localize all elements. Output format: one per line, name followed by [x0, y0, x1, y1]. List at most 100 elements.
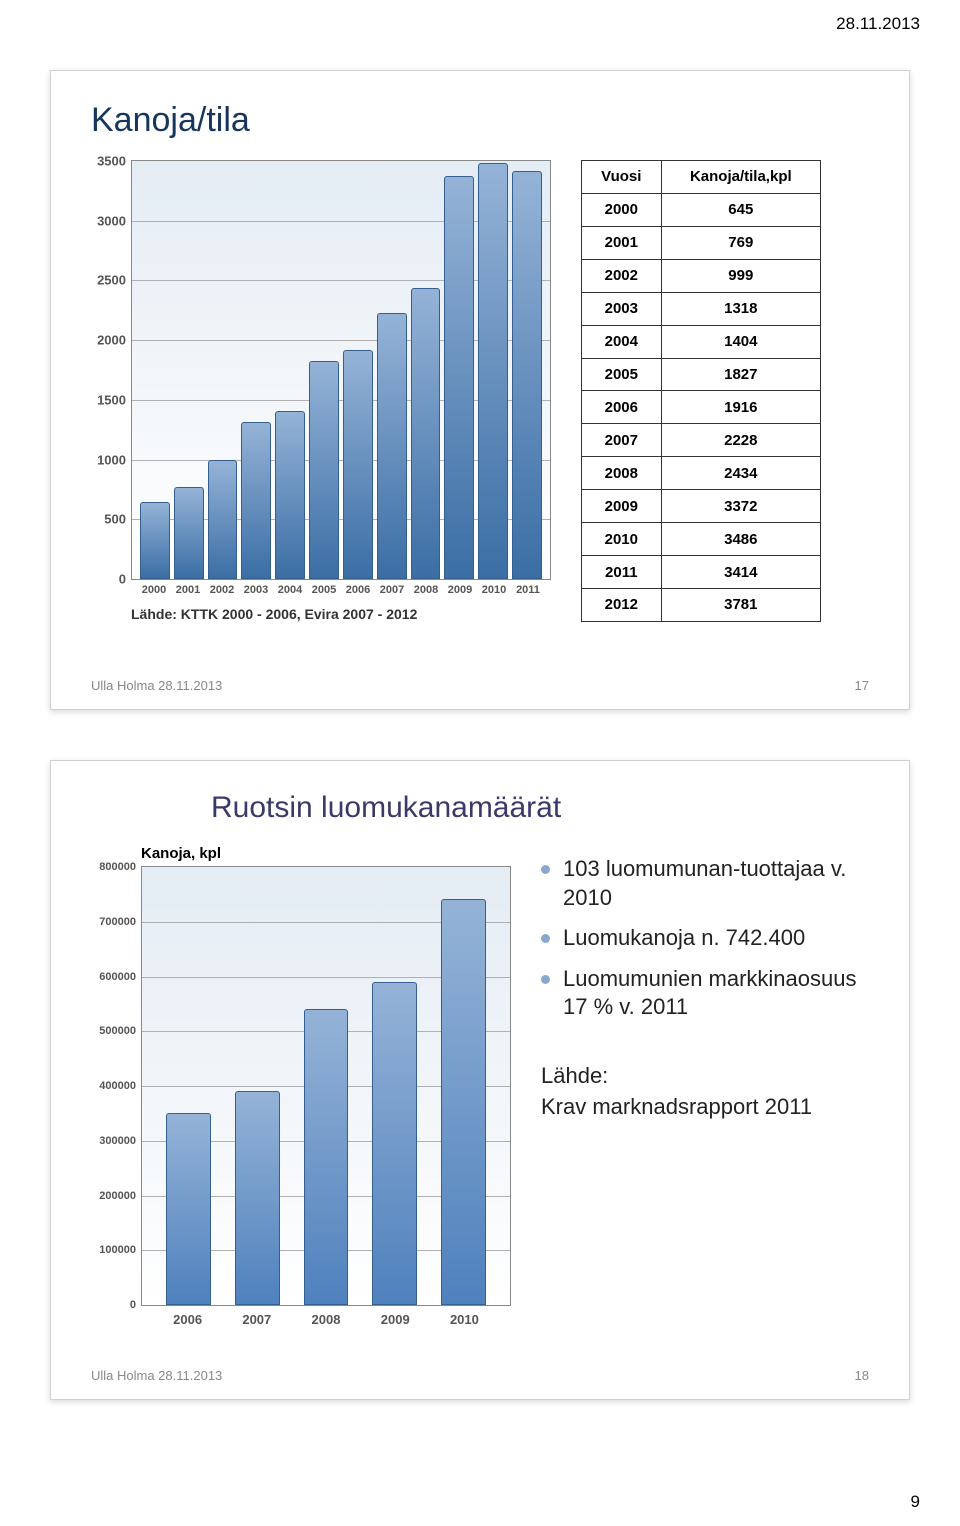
table-row: 20041404	[582, 325, 821, 358]
table-cell: 2004	[582, 325, 662, 358]
chart1-bar	[241, 422, 271, 579]
chart2-ylabel: 200000	[99, 1190, 136, 1202]
chart1-ylabel: 500	[104, 512, 126, 527]
chart2-ylabel: 400000	[99, 1080, 136, 1092]
bullet-item: Luomumunien markkinaosuus 17 % v. 2011	[541, 965, 869, 1022]
chart1-bar	[444, 176, 474, 579]
source-line: Krav marknadsrapport 2011	[541, 1093, 869, 1122]
chart1-bar	[174, 487, 204, 579]
table-row: 20061916	[582, 391, 821, 424]
chart2-xlabel: 2007	[228, 1312, 285, 1327]
data-table: VuosiKanoja/tila,kpl20006452001769200299…	[581, 160, 821, 622]
chart1-source: Lähde: KTTK 2000 - 2006, Evira 2007 - 20…	[131, 606, 551, 622]
table-cell: 2011	[582, 556, 662, 589]
chart1-bar	[343, 350, 373, 579]
table-cell: 3414	[661, 556, 820, 589]
slide1-title: Kanoja/tila	[91, 101, 869, 140]
table-cell: 1318	[661, 292, 820, 325]
chart2-ylabel: 700000	[99, 916, 136, 928]
chart1-ylabel: 1000	[97, 452, 126, 467]
chart1-bar	[309, 361, 339, 579]
chart2-bar	[235, 1091, 280, 1305]
table-row: 20123781	[582, 588, 821, 621]
table-cell: 3781	[661, 588, 820, 621]
chart1-ylabel: 2000	[97, 333, 126, 348]
table-row: 20031318	[582, 292, 821, 325]
table-cell: 1827	[661, 358, 820, 391]
slide-2: Ruotsin luomukanamäärät Kanoja, kpl 0100…	[50, 760, 910, 1400]
chart1-bar	[275, 411, 305, 579]
chart2-xlabel: 2008	[297, 1312, 354, 1327]
chart1-ylabel: 1500	[97, 392, 126, 407]
slide2-title: Ruotsin luomukanamäärät	[211, 791, 869, 825]
bullet-item: Luomukanoja n. 742.400	[541, 924, 869, 953]
chart1-bar	[377, 313, 407, 579]
table-cell: 2009	[582, 490, 662, 523]
chart2-bar	[441, 899, 486, 1305]
chart2-ylabel: 500000	[99, 1025, 136, 1037]
chart1-ylabel: 0	[119, 572, 126, 587]
chart1-bar	[478, 163, 508, 579]
table-header: Vuosi	[582, 161, 662, 194]
chart1-bar	[208, 460, 238, 579]
table-cell: 3372	[661, 490, 820, 523]
table-cell: 2228	[661, 424, 820, 457]
chart2-xlabel: 2009	[367, 1312, 424, 1327]
table-row: 20051827	[582, 358, 821, 391]
table-cell: 769	[661, 226, 820, 259]
table-cell: 2007	[582, 424, 662, 457]
chart1-ylabel: 3000	[97, 213, 126, 228]
chart1-bar	[140, 502, 170, 579]
chart2-bar	[372, 982, 417, 1305]
slide2-footer: Ulla Holma 28.11.2013 18	[91, 1368, 869, 1383]
slide1-footer: Ulla Holma 28.11.2013 17	[91, 678, 869, 693]
bullets: 103 luomumunan-tuottajaa v. 2010 Luomukan…	[541, 845, 869, 1327]
table-row: 20113414	[582, 556, 821, 589]
table-cell: 2434	[661, 457, 820, 490]
chart2-ylabel: 300000	[99, 1135, 136, 1147]
chart1-ylabel: 2500	[97, 273, 126, 288]
chart2-ylabel: 600000	[99, 971, 136, 983]
slide2-footer-right: 18	[855, 1368, 869, 1383]
table-cell: 1404	[661, 325, 820, 358]
chart2-ylabel: 0	[130, 1299, 136, 1311]
table-cell: 2005	[582, 358, 662, 391]
chart2-bar	[166, 1113, 211, 1305]
table-cell: 645	[661, 193, 820, 226]
table-row: 20093372	[582, 490, 821, 523]
chart1-container: 0500100015002000250030003500 20002001200…	[91, 160, 551, 622]
table-row: 2000645	[582, 193, 821, 226]
chart2-ylabel: 100000	[99, 1244, 136, 1256]
table-cell: 1916	[661, 391, 820, 424]
source-line: Lähde:	[541, 1062, 869, 1091]
table-cell: 2003	[582, 292, 662, 325]
header-date: 28.11.2013	[836, 14, 920, 34]
chart1-bar	[411, 288, 441, 579]
table-cell: 2006	[582, 391, 662, 424]
chart1-ylabel: 3500	[97, 154, 126, 169]
table-row: 20103486	[582, 523, 821, 556]
table-cell: 2000	[582, 193, 662, 226]
table-cell: 2002	[582, 259, 662, 292]
table-cell: 2001	[582, 226, 662, 259]
table-cell: 2010	[582, 523, 662, 556]
chart2-container: Kanoja, kpl 0100000200000300000400000500…	[91, 845, 511, 1327]
table-row: 20072228	[582, 424, 821, 457]
chart2-series-label: Kanoja, kpl	[141, 845, 511, 862]
bullet-item: 103 luomumunan-tuottajaa v. 2010	[541, 855, 869, 912]
table-row: 2001769	[582, 226, 821, 259]
table-cell: 2008	[582, 457, 662, 490]
chart2: 0100000200000300000400000500000600000700…	[141, 866, 511, 1306]
table-cell: 3486	[661, 523, 820, 556]
table-cell: 999	[661, 259, 820, 292]
chart1: 0500100015002000250030003500	[131, 160, 551, 580]
table-row: 20082434	[582, 457, 821, 490]
table-cell: 2012	[582, 588, 662, 621]
table-header: Kanoja/tila,kpl	[661, 161, 820, 194]
chart2-xlabel: 2010	[436, 1312, 493, 1327]
chart1-bar	[512, 171, 542, 579]
slide2-footer-left: Ulla Holma 28.11.2013	[91, 1368, 222, 1383]
chart1-xlabel: 2011	[508, 584, 548, 596]
chart2-xlabel: 2006	[159, 1312, 216, 1327]
slide1-footer-left: Ulla Holma 28.11.2013	[91, 678, 222, 693]
